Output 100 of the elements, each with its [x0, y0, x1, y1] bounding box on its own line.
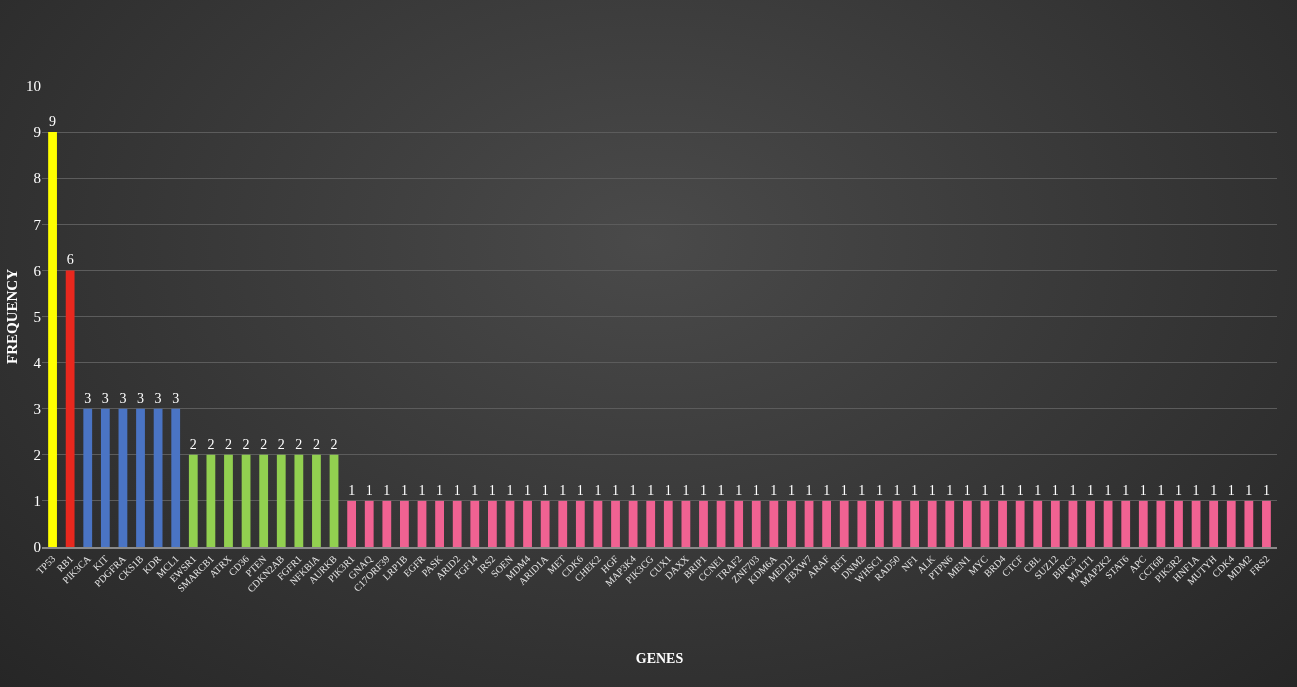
data-label: 1 [682, 482, 690, 498]
data-label: 1 [893, 482, 901, 498]
bar [646, 500, 656, 547]
data-label: 1 [963, 482, 971, 498]
data-label: 1 [629, 482, 637, 498]
bar [593, 500, 603, 547]
x-axis-title: GENES [635, 651, 684, 667]
data-label: 1 [770, 482, 778, 498]
data-label: 1 [559, 482, 567, 498]
data-label: 3 [154, 390, 162, 406]
y-tick-label: 4 [33, 354, 42, 371]
data-label: 1 [488, 482, 496, 498]
data-label: 1 [752, 482, 760, 498]
bar [276, 454, 286, 547]
bar [1015, 500, 1025, 547]
bar [681, 500, 691, 547]
bar [224, 454, 233, 547]
data-label: 1 [506, 482, 514, 498]
bar [962, 500, 972, 547]
bar [910, 500, 919, 547]
data-label: 1 [805, 482, 813, 498]
bar [188, 454, 198, 547]
data-label: 2 [224, 436, 232, 452]
bar [769, 500, 779, 547]
bar [259, 454, 269, 547]
data-label: 9 [49, 114, 57, 130]
bar [699, 500, 708, 547]
bar [118, 408, 128, 547]
bar [1103, 500, 1113, 547]
bar [875, 500, 884, 547]
data-label: 1 [647, 482, 655, 498]
bar [1209, 500, 1219, 547]
data-label: 1 [1210, 482, 1218, 498]
data-label: 2 [295, 436, 303, 452]
data-label: 1 [576, 482, 584, 498]
data-label: 1 [1245, 482, 1253, 498]
data-label: 3 [172, 390, 180, 406]
data-label: 1 [418, 482, 426, 498]
bar [1191, 500, 1201, 547]
data-label: 1 [928, 482, 936, 498]
bar [575, 500, 585, 547]
y-tick-label: 7 [33, 216, 42, 233]
bar [417, 500, 427, 547]
bar [927, 500, 937, 547]
data-label: 1 [981, 482, 989, 498]
bar [804, 500, 814, 547]
bar [1086, 500, 1095, 547]
data-label: 2 [330, 436, 338, 452]
bar [857, 500, 867, 547]
data-label: 1 [1051, 482, 1059, 498]
bar [452, 500, 462, 547]
data-label: 1 [1157, 482, 1165, 498]
bar [787, 500, 796, 547]
y-tick-label: 6 [33, 262, 42, 279]
bar [1156, 500, 1166, 547]
y-tick-label: 3 [33, 400, 41, 417]
data-label: 2 [277, 436, 285, 452]
x-tick-label: TP53 [34, 553, 58, 577]
data-label: 1 [1069, 482, 1077, 498]
data-label: 1 [999, 482, 1007, 498]
y-tick-label: 0 [33, 539, 41, 556]
y-tick-label: 5 [33, 308, 41, 325]
data-label: 1 [858, 482, 866, 498]
y-tick-label: 2 [33, 447, 41, 464]
bar [1050, 500, 1060, 547]
data-label: 1 [541, 482, 549, 498]
bar [505, 500, 515, 547]
data-label: 1 [1174, 482, 1182, 498]
bar [206, 454, 216, 547]
bar [400, 500, 409, 547]
bar [523, 500, 532, 547]
data-label: 1 [1087, 482, 1095, 498]
bar [663, 500, 673, 547]
data-label: 2 [242, 436, 250, 452]
bar [312, 454, 321, 547]
bar [435, 500, 444, 547]
bar [734, 500, 744, 547]
y-tick-label: 1 [33, 493, 41, 510]
bar [100, 408, 110, 547]
bar [294, 454, 304, 547]
bar [1138, 500, 1148, 547]
bar [65, 270, 75, 547]
data-label: 1 [612, 482, 620, 498]
y-tick-label: 10 [26, 78, 41, 95]
bar [83, 408, 93, 547]
data-label: 2 [312, 436, 320, 452]
data-label: 3 [101, 390, 109, 406]
data-label: 1 [1034, 482, 1042, 498]
data-label: 1 [1016, 482, 1024, 498]
bar [171, 408, 181, 547]
data-label: 1 [717, 482, 725, 498]
bar [136, 408, 145, 547]
bar [329, 454, 339, 547]
data-label: 1 [1139, 482, 1147, 498]
bar [1121, 500, 1131, 547]
y-tick-label: 8 [33, 170, 41, 187]
bar [611, 500, 620, 547]
bar [980, 500, 990, 547]
bar [751, 500, 761, 547]
data-label: 1 [453, 482, 461, 498]
